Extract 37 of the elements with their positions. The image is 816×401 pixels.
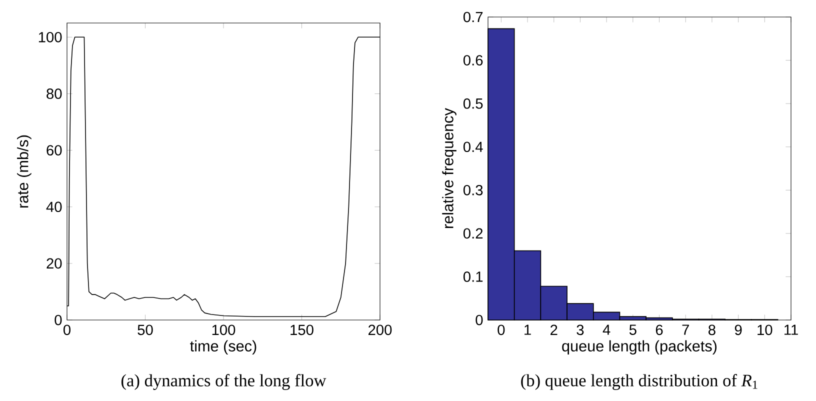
y-tick-label: 20 <box>46 258 62 269</box>
x-tick-label: 11 <box>784 324 798 335</box>
x-tick-label: 6 <box>656 324 663 336</box>
y-tick-label: 40 <box>46 202 62 212</box>
text: (a) dynamics of the long flow <box>121 374 326 390</box>
y-tick-label: 0.1 <box>463 272 483 282</box>
x-tick-label: 0 <box>498 324 505 336</box>
x-tick-label: 8 <box>708 324 716 336</box>
y-tick-label: 0.7 <box>463 12 483 22</box>
x-tick-label: 3 <box>576 324 584 336</box>
x-axis-title: time (sec) <box>190 340 256 355</box>
y-tick-label: 0.3 <box>463 184 483 196</box>
y-tick-label: 80 <box>46 88 62 99</box>
y-tick-label: 0.5 <box>463 98 483 109</box>
y-tick-label: 60 <box>46 145 62 156</box>
x-tick-label: 150 <box>290 324 314 336</box>
x-tick-label: 100 <box>212 324 236 336</box>
x-tick-label: 0 <box>63 324 70 336</box>
x-tick-label: 9 <box>734 324 742 336</box>
y-axis-title: relative frequency <box>442 108 456 228</box>
x-tick-label: 4 <box>602 324 610 335</box>
x-tick-label: 5 <box>629 324 636 335</box>
y-tick-label: 0 <box>476 314 483 326</box>
text: (b) queue length distribution of R$_{1}$ <box>521 374 758 390</box>
x-tick-label: 200 <box>368 324 392 336</box>
y-tick-label: 0 <box>54 314 62 326</box>
y-tick-label: 0.2 <box>463 228 483 239</box>
y-axis-title: rate (mb/s) <box>17 135 32 208</box>
x-tick-label: 7 <box>682 324 689 335</box>
x-tick-label: 10 <box>758 324 772 336</box>
x-axis-title: queue length (packets) <box>562 340 717 355</box>
x-tick-label: 2 <box>550 324 558 335</box>
y-tick-label: 100 <box>38 32 62 42</box>
y-tick-label: 0.6 <box>463 55 483 66</box>
y-tick-label: 0.4 <box>463 142 483 152</box>
x-tick-label: 50 <box>138 324 153 336</box>
x-tick-label: 1 <box>524 324 531 335</box>
